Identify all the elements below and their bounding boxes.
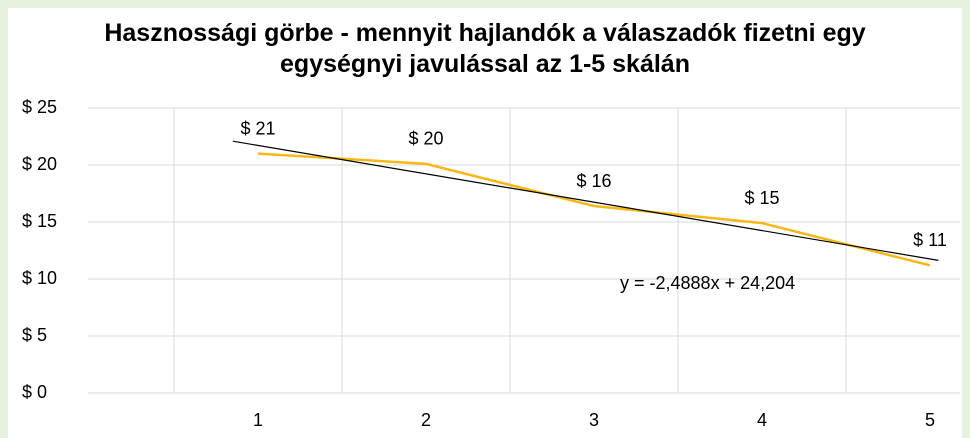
x-tick-label: 4 bbox=[757, 410, 767, 430]
y-tick-label: $ 0 bbox=[22, 382, 47, 402]
y-tick-label: $ 10 bbox=[22, 268, 57, 288]
data-label: $ 11 bbox=[913, 230, 947, 250]
x-tick-label: 3 bbox=[589, 410, 599, 430]
x-tick-label: 2 bbox=[421, 410, 431, 430]
data-label: $ 20 bbox=[408, 129, 443, 149]
chart-title: Hasznossági görbe - mennyit hajlandók a … bbox=[104, 19, 866, 78]
data-label: $ 21 bbox=[240, 118, 275, 138]
x-tick-label: 5 bbox=[925, 410, 935, 430]
x-tick-label: 1 bbox=[253, 410, 263, 430]
data-label: $ 16 bbox=[576, 171, 611, 191]
trendline bbox=[232, 140, 939, 261]
y-tick-label: $ 25 bbox=[22, 97, 57, 117]
data-label: $ 15 bbox=[744, 188, 779, 208]
chart-area bbox=[8, 8, 962, 438]
trendline-equation: y = -2,4888x + 24,204 bbox=[620, 273, 795, 293]
y-tick-label: $ 15 bbox=[22, 211, 57, 231]
data-line bbox=[257, 152, 931, 267]
y-tick-label: $ 5 bbox=[22, 325, 47, 345]
y-tick-label: $ 20 bbox=[22, 154, 57, 174]
